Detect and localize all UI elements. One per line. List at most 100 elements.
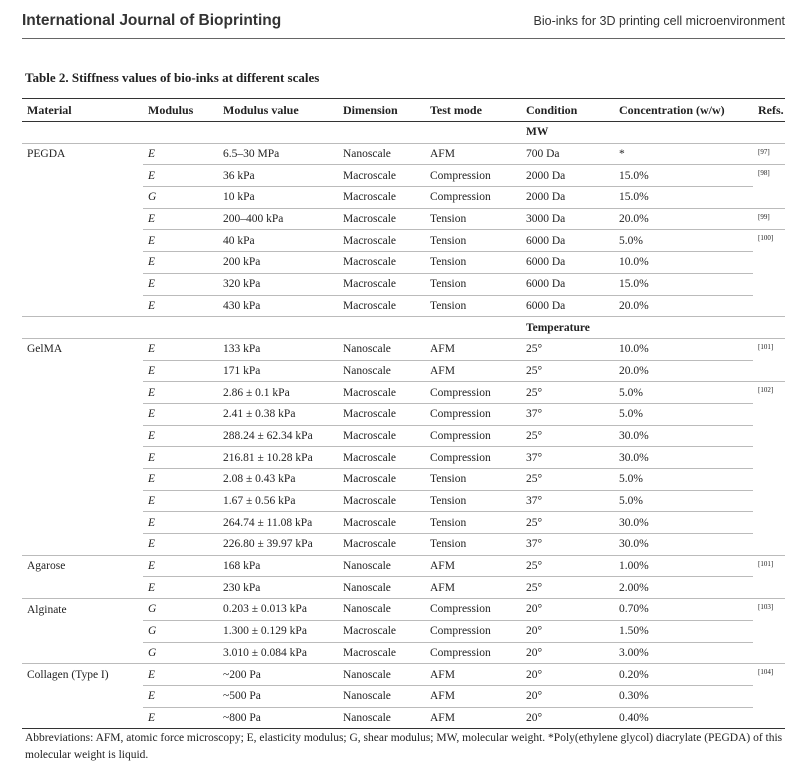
data-row: E 36 kPa Macroscale Compression 2000 Da 15.0%… (22, 164, 785, 188)
data-row: GelMA E 133 kPa Nanoscale AFM 25° 10.0% [101] (22, 338, 785, 361)
table-cell (22, 273, 143, 295)
table-cell: 2.00% (614, 576, 753, 600)
table-cell: Compression (425, 642, 521, 665)
table-cell (22, 685, 143, 707)
data-row: E 2.08 ± 0.43 kPa Macroscale Tension 25° 5.0% (22, 468, 785, 491)
table-cell: 0.30% (614, 685, 753, 708)
table-cell (338, 121, 425, 144)
table-cell: 25° (521, 555, 614, 578)
table-cell: 25° (521, 338, 614, 361)
table-cell: 10 kPa (218, 186, 338, 209)
table-cell: 216.81 ± 10.28 kPa (218, 446, 338, 469)
table-cell (22, 620, 143, 642)
table-cell: 264.74 ± 11.08 kPa (218, 511, 338, 535)
table-cell (218, 316, 338, 339)
data-row: E 200–400 kPa Macroscale Tension 3000 Da 20.0… (22, 208, 785, 231)
reference (753, 469, 785, 491)
table-cell: 1.300 ± 0.129 kPa (218, 620, 338, 643)
reference (753, 620, 785, 642)
reference (753, 512, 785, 534)
reference: [101] (758, 559, 774, 568)
table-cell: 25° (521, 425, 614, 448)
table-cell: 10.0% (614, 251, 753, 274)
table-cell (338, 316, 425, 339)
table-cell: Compression (425, 620, 521, 643)
table-cell: Compression (425, 403, 521, 426)
table-cell: * (614, 143, 753, 166)
table-cell: E (143, 707, 218, 730)
reference (753, 642, 785, 665)
reference (753, 295, 785, 318)
running-title: Bio-inks for 3D printing cell microenvir… (533, 14, 785, 28)
data-row: E 1.67 ± 0.56 kPa Macroscale Tension 37° 5.0% (22, 490, 785, 513)
reference: [103] (758, 603, 774, 612)
table-cell (22, 512, 143, 534)
table-cell: Macroscale (338, 381, 425, 404)
table-cell: 6000 Da (521, 251, 614, 274)
table-cell: 226.80 ± 39.97 kPa (218, 533, 338, 556)
table-cell: Compression (425, 164, 521, 188)
table-cell: Macroscale (338, 468, 425, 491)
table-cell: 20° (521, 663, 614, 686)
reference (753, 490, 785, 512)
data-row: E 40 kPa Macroscale Tension 6000 Da 5.0% [100] (22, 229, 785, 253)
table-cell: GelMA (27, 343, 63, 356)
data-row: Alginate G 0.203 ± 0.013 kPa Nanoscale Compr… (22, 598, 785, 621)
data-row: PEGDA E 6.5–30 MPa Nanoscale AFM 700 Da * [97] (22, 143, 785, 166)
table-cell: Nanoscale (338, 143, 425, 166)
table-cell: 5.0% (614, 490, 753, 513)
data-row: E 430 kPa Macroscale Tension 6000 Da 20.0% (22, 295, 785, 318)
table-cell: Macroscale (338, 186, 425, 209)
table-cell: 0.203 ± 0.013 kPa (218, 598, 338, 621)
table-cell: 3.010 ± 0.084 kPa (218, 642, 338, 665)
table-cell: 36 kPa (218, 164, 338, 188)
reference (753, 273, 785, 295)
table-cell: 6.5–30 MPa (218, 143, 338, 166)
table-cell: 133 kPa (218, 338, 338, 361)
data-row: E 2.86 ± 0.1 kPa Macroscale Compression 25° 5… (22, 381, 785, 404)
table-cell: 6000 Da (521, 273, 614, 296)
table-cell: E (143, 251, 218, 274)
data-row: E 264.74 ± 11.08 kPa Macroscale Tension 25° 3… (22, 511, 785, 535)
reference: [100] (758, 234, 774, 243)
table-cell: AFM (425, 576, 521, 600)
table-cell: E (143, 338, 218, 361)
table-cell: E (143, 381, 218, 404)
table-cell: Macroscale (338, 533, 425, 556)
table-cell: 3.00% (614, 642, 753, 665)
reference: [104] (758, 668, 774, 677)
table-cell: E (143, 685, 218, 708)
table-cell: Macroscale (338, 164, 425, 188)
reference: [97] (753, 143, 785, 166)
reference: [101] (758, 342, 774, 351)
table-cell: 2.08 ± 0.43 kPa (218, 468, 338, 491)
table-cell: AFM (425, 360, 521, 383)
table-cell: Macroscale (338, 490, 425, 513)
table-cell (425, 121, 521, 144)
table-cell: PEGDA (27, 148, 66, 161)
table-cell (22, 707, 143, 730)
table-cell (614, 316, 753, 339)
table-cell: 10.0% (614, 338, 753, 361)
table-cell: Tension (425, 273, 521, 296)
table-cell (218, 121, 338, 144)
table-cell: 20° (521, 685, 614, 708)
table-cell: 30.0% (614, 533, 753, 556)
column-header: Refs. (753, 98, 785, 122)
data-row: G 10 kPa Macroscale Compression 2000 Da 15.0% (22, 186, 785, 209)
table-cell: 25° (521, 511, 614, 535)
table-cell: 37° (521, 490, 614, 513)
table-cell: Macroscale (338, 620, 425, 643)
reference (753, 533, 785, 556)
data-row: E 200 kPa Macroscale Tension 6000 Da 10.0% (22, 251, 785, 274)
table-cell: 37° (521, 403, 614, 426)
table-cell: G (143, 186, 218, 209)
reference (753, 425, 785, 447)
table-cell: 168 kPa (218, 555, 338, 578)
column-header: Concentration (w/w) (614, 98, 753, 122)
journal-name: International Journal of Bioprinting (22, 12, 282, 29)
reference (753, 685, 785, 707)
table-cell: E (143, 295, 218, 318)
table-cell (143, 121, 218, 144)
